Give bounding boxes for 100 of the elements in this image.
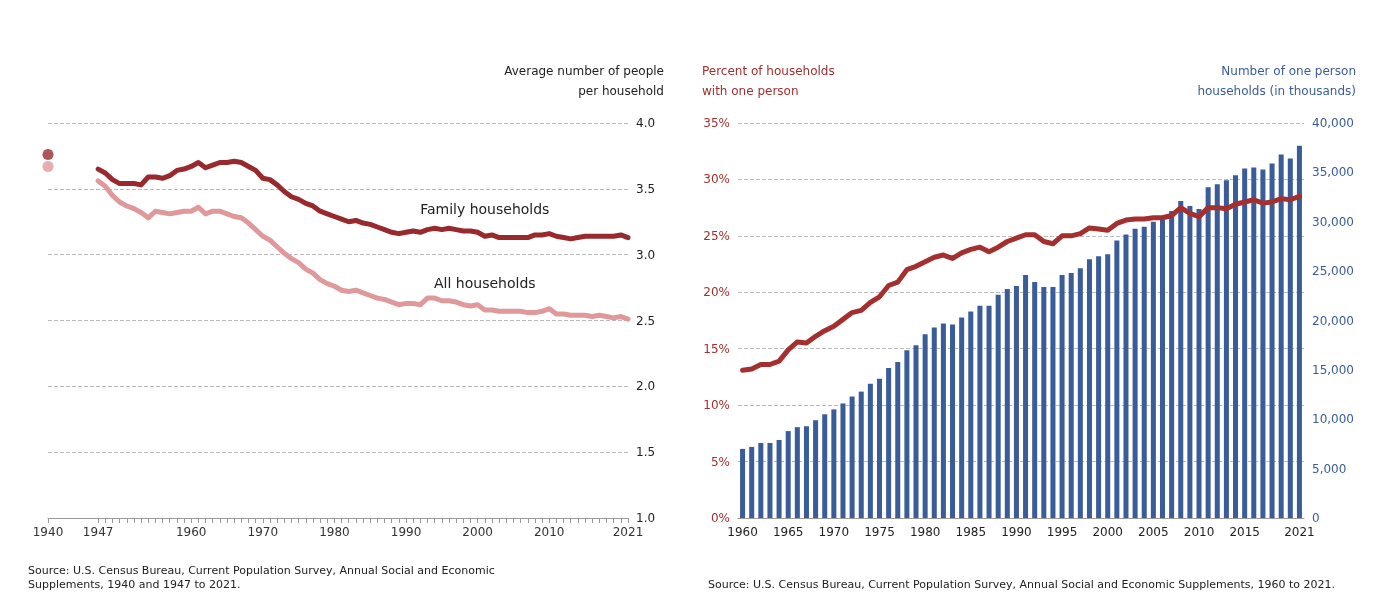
bar — [895, 361, 901, 518]
bar — [876, 378, 883, 518]
x-tick-label: 2021 — [612, 525, 644, 539]
y2-tick-label: 20,000 — [1312, 313, 1354, 328]
bar — [1068, 273, 1074, 518]
x-tick-label: 1985 — [955, 525, 987, 539]
bar — [758, 442, 764, 518]
x-tick-label: 2021 — [1284, 525, 1315, 539]
bar — [1178, 201, 1184, 518]
bar — [1269, 163, 1275, 518]
bar — [1242, 168, 1248, 518]
y2-tick-label: 15,000 — [1312, 362, 1354, 377]
bar — [968, 311, 974, 518]
bar — [1205, 187, 1211, 518]
bar — [995, 294, 1001, 518]
x-tick-label: 2010 — [533, 525, 565, 539]
bar — [1132, 228, 1138, 518]
y-tick-label: 0% — [710, 511, 730, 525]
x-tick-label: 1970 — [818, 525, 850, 539]
x-tick-label: 1990 — [1001, 525, 1032, 539]
bar — [1169, 210, 1175, 518]
bar — [1214, 184, 1220, 518]
bar — [1059, 275, 1065, 518]
x-tick-label: 1980 — [909, 525, 941, 539]
x-tick-label: 2000 — [462, 525, 493, 539]
bar — [1223, 180, 1229, 518]
series-label: Family households — [420, 201, 550, 218]
bar — [858, 391, 864, 518]
y2-tick-label: 35,000 — [1312, 165, 1354, 180]
x-tick-label: 1990 — [390, 525, 422, 539]
bar — [785, 431, 791, 518]
x-tick-label: 1940 — [32, 525, 64, 539]
y-tick-label: 25% — [703, 228, 730, 243]
bar — [1233, 175, 1239, 518]
bar — [1296, 145, 1302, 518]
bar — [1278, 154, 1284, 518]
bar — [840, 403, 846, 518]
bar — [1086, 259, 1092, 518]
bar — [803, 426, 809, 518]
y-tick-label: 15% — [703, 341, 730, 356]
y-tick-label: 10% — [703, 398, 730, 413]
x-tick-label: 2000 — [1092, 525, 1123, 539]
bar — [1251, 167, 1257, 518]
y-axis-title: Average number of people per household — [504, 64, 664, 98]
bar — [767, 442, 773, 518]
x-tick-label: 2015 — [1229, 525, 1260, 539]
bar — [959, 317, 965, 518]
y-tick-label: 1.0 — [636, 511, 656, 525]
y-tick-label: 20% — [703, 285, 730, 300]
bar — [950, 324, 956, 518]
y-tick-label: 30% — [703, 172, 730, 187]
y2-tick-label: 5,000 — [1312, 461, 1347, 476]
x-tick-label: 1995 — [1046, 525, 1078, 539]
bar — [886, 367, 892, 518]
bar — [867, 383, 873, 518]
bar — [1260, 169, 1266, 518]
bar — [749, 446, 755, 518]
bar — [922, 334, 928, 518]
bar — [813, 420, 819, 518]
x-tick-label: 1960 — [175, 525, 207, 539]
bar — [1032, 281, 1038, 518]
bar — [1105, 254, 1111, 518]
y-tick-label: 3.0 — [636, 247, 656, 262]
bar — [740, 448, 746, 518]
y2-tick-label: 30,000 — [1312, 214, 1354, 229]
bar — [1023, 275, 1029, 518]
bar — [794, 427, 800, 518]
bar — [931, 327, 937, 518]
bar — [822, 414, 828, 518]
y-tick-label: 4.0 — [636, 116, 656, 130]
y-tick-label: 2.5 — [636, 313, 656, 328]
bar — [1287, 158, 1293, 518]
source-note: Source: U.S. Census Bureau, Current Population Survey, Annual Social and Economic Supplements, 1940 and 1947 to 2021. — [28, 563, 495, 591]
bar — [1187, 205, 1193, 518]
source-note: Source: U.S. Census Bureau, Current Population Survey, Annual Social and Economic Supplements, 1960 to 2021. — [708, 577, 1336, 591]
bar — [849, 396, 855, 518]
y2-axis-title: Number of one person households (in thousands) — [1197, 64, 1356, 98]
x-tick-label: 1965 — [772, 525, 804, 539]
bar — [940, 323, 946, 518]
x-tick-label: 2005 — [1138, 525, 1169, 539]
bar — [1114, 240, 1120, 518]
bar — [1123, 234, 1129, 518]
bar — [913, 345, 919, 518]
bar — [977, 305, 983, 518]
x-tick-label: 1947 — [82, 525, 114, 539]
y-tick-label: 2.0 — [636, 379, 656, 394]
y-tick-label: 35% — [703, 116, 730, 130]
bar — [1159, 219, 1166, 518]
x-tick-label: 2010 — [1183, 525, 1215, 539]
y2-tick-label: 25,000 — [1312, 264, 1354, 279]
bar — [831, 409, 837, 518]
y-tick-label: 5% — [710, 454, 730, 469]
bar — [1050, 286, 1056, 518]
bar — [1141, 226, 1147, 518]
y-tick-label: 1.5 — [636, 445, 656, 460]
bar — [1013, 285, 1019, 518]
bar — [1077, 268, 1083, 518]
y-axis-title: Percent of households with one person — [702, 64, 835, 98]
bar — [904, 350, 910, 518]
bar — [1004, 288, 1010, 518]
